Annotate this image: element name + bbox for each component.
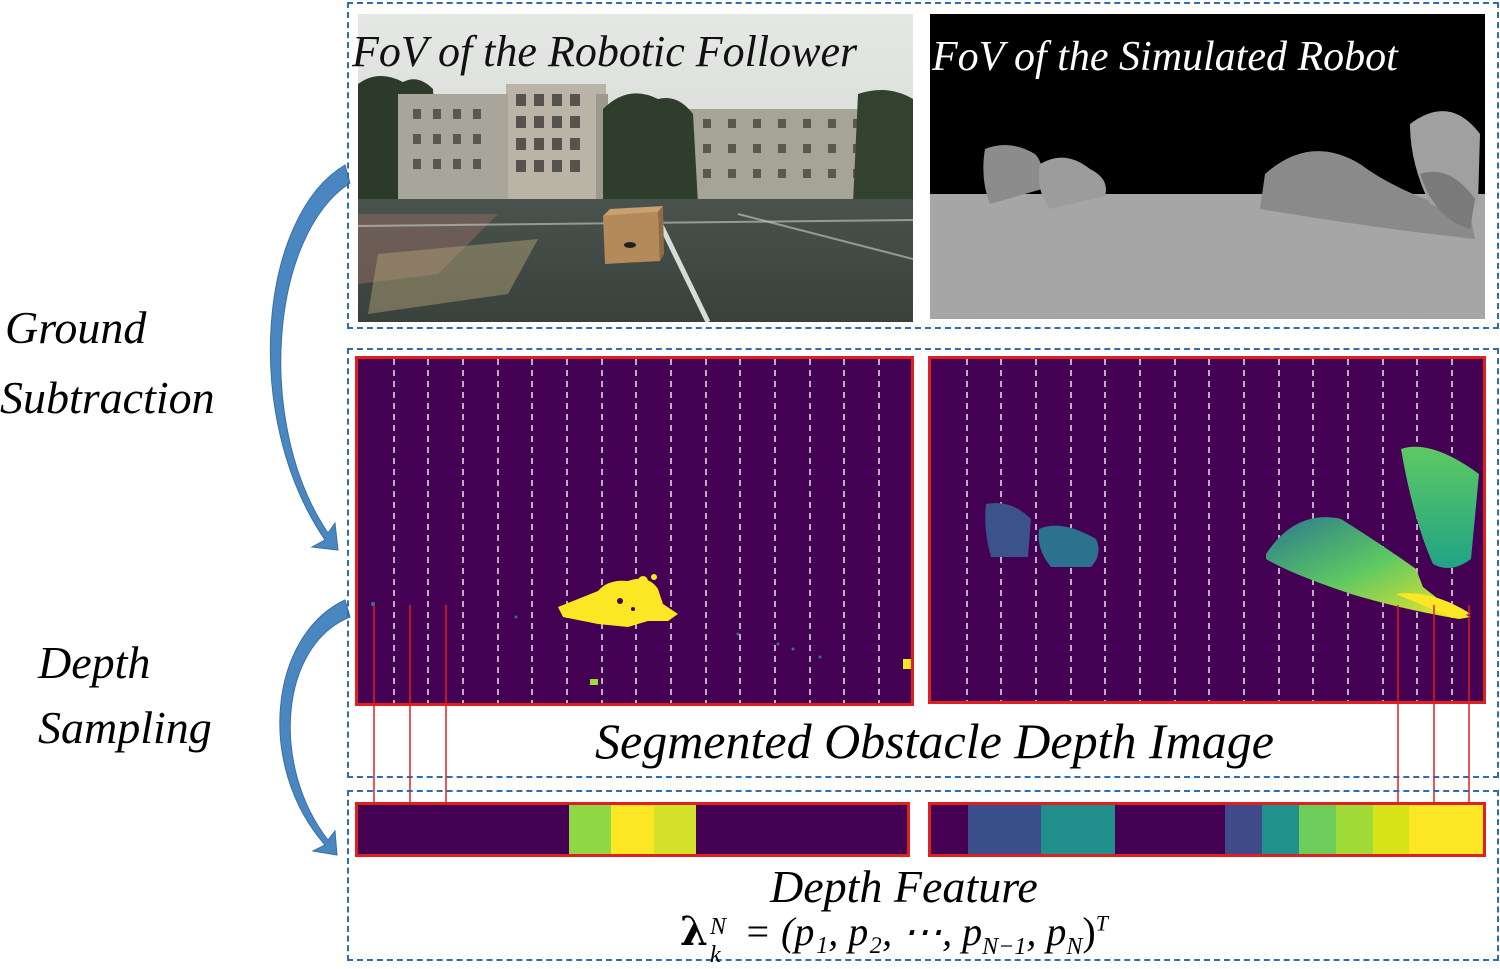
segmented-depth-panel xyxy=(347,348,1499,778)
formula-transpose: T xyxy=(1095,910,1108,936)
right-feature-cells xyxy=(931,805,1483,854)
robotic-follower-photo xyxy=(358,14,913,322)
segmented-depth-caption: Segmented Obstacle Depth Image xyxy=(595,713,1274,769)
right-feature-cell-7 xyxy=(1151,805,1189,854)
left-feature-cell-12 xyxy=(822,805,865,854)
right-photo-title: FoV of the Simulated Robot xyxy=(932,34,1398,80)
formula-sub-n: N xyxy=(1066,934,1083,960)
formula-sub-n-minus-1: N−1 xyxy=(982,934,1027,960)
left-feature-cell-1 xyxy=(358,805,401,854)
left-feature-cell-6 xyxy=(569,805,612,854)
right-feature-cell-1 xyxy=(931,805,968,854)
fov-panel xyxy=(347,2,1499,329)
left-feature-cell-11 xyxy=(780,805,823,854)
right-feature-cell-2 xyxy=(967,805,1005,854)
left-feature-cell-2 xyxy=(400,805,443,854)
right-feature-cell-14 xyxy=(1409,805,1447,854)
right-feature-cell-10 xyxy=(1262,805,1299,854)
left-segmented-depth-image xyxy=(355,356,914,706)
formula-close: ) xyxy=(1082,909,1096,954)
left-feature-cell-7 xyxy=(611,805,654,854)
depth-sampling-arrow xyxy=(279,599,351,856)
left-depth-feature-strip xyxy=(355,802,910,857)
right-feature-cell-11 xyxy=(1298,805,1336,854)
right-feature-cell-13 xyxy=(1372,805,1410,854)
formula-sub-k: k xyxy=(710,942,721,968)
formula-lambda: λ xyxy=(680,908,709,955)
ground-label-line2: Subtraction xyxy=(0,372,215,423)
formula-rhs: = (p₁, p₂, ⋯, p xyxy=(734,909,983,954)
right-feature-cell-12 xyxy=(1335,805,1373,854)
ground-subtraction-arrow xyxy=(269,164,351,551)
right-feature-cell-15 xyxy=(1446,805,1483,854)
left-feature-cell-3 xyxy=(442,805,485,854)
simulated-robot-view xyxy=(930,14,1485,319)
right-depth-feature-strip xyxy=(928,802,1486,857)
right-feature-cell-3 xyxy=(1004,805,1042,854)
right-feature-cell-6 xyxy=(1114,805,1152,854)
depth-feature-caption: Depth Feature xyxy=(770,861,1038,912)
right-feature-cell-8 xyxy=(1188,805,1226,854)
depth-feature-panel xyxy=(347,790,1499,961)
left-feature-cell-5 xyxy=(526,805,570,854)
ground-label-line1: Ground xyxy=(5,302,147,353)
left-feature-cell-8 xyxy=(653,805,696,854)
left-feature-cell-10 xyxy=(738,805,781,854)
formula-after: , p xyxy=(1026,909,1067,954)
formula-sup-n: N xyxy=(710,914,727,940)
right-feature-cell-9 xyxy=(1225,805,1263,854)
right-feature-cell-5 xyxy=(1078,805,1115,854)
left-photo-title: FoV of the Robotic Follower xyxy=(352,27,858,76)
left-feature-cell-4 xyxy=(484,805,527,854)
right-feature-cell-4 xyxy=(1041,805,1079,854)
left-feature-cells xyxy=(358,805,907,854)
depth-label-line1: Depth xyxy=(38,637,151,688)
left-feature-cell-13 xyxy=(864,805,907,854)
left-feature-cell-9 xyxy=(695,805,739,854)
depth-label-line2: Sampling xyxy=(38,702,212,753)
